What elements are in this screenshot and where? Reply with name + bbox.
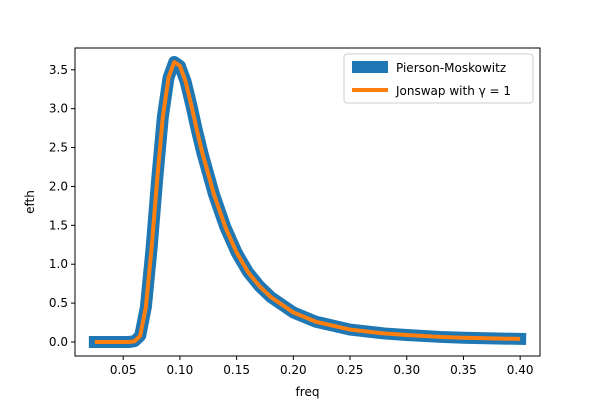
- y-tick-label: 0.5: [49, 296, 68, 310]
- x-tick-label: 0.05: [110, 363, 137, 377]
- series-line-jonswap-with-1: [94, 60, 521, 344]
- y-tick-label: 3.0: [49, 102, 68, 116]
- legend-label-jonswap: Jonswap with γ = 1: [395, 84, 511, 98]
- x-axis-label: freq: [296, 385, 320, 399]
- x-tick-label: 0.10: [167, 363, 194, 377]
- y-tick-label: 0.0: [49, 335, 68, 349]
- x-axis-ticks: 0.05 0.10 0.15 0.20 0.25 0.30 0.35 0.40: [110, 356, 534, 377]
- legend-label-pierson-moskowitz: Pierson-Moskowitz: [396, 61, 506, 75]
- x-tick-label: 0.15: [223, 363, 250, 377]
- y-axis-ticks: 0.0 0.5 1.0 1.5 2.0 2.5 3.0 3.5: [49, 63, 75, 349]
- x-tick-label: 0.30: [393, 363, 420, 377]
- series-line-pierson-moskowitz: [88, 56, 527, 348]
- y-tick-label: 1.5: [49, 218, 68, 232]
- y-axis-label: efth: [23, 190, 37, 214]
- plot-lines: [88, 56, 527, 348]
- y-tick-label: 2.5: [49, 141, 68, 155]
- y-tick-label: 3.5: [49, 63, 68, 77]
- plot-frame: [74, 47, 541, 357]
- x-tick-label: 0.20: [280, 363, 307, 377]
- x-tick-label: 0.25: [337, 363, 364, 377]
- x-tick-label: 0.35: [450, 363, 477, 377]
- y-tick-label: 1.0: [49, 257, 68, 271]
- legend: Pierson-Moskowitz Jonswap with γ = 1: [343, 53, 534, 104]
- legend-box: [343, 53, 534, 104]
- x-tick-label: 0.40: [507, 363, 534, 377]
- y-tick-label: 2.0: [49, 179, 68, 193]
